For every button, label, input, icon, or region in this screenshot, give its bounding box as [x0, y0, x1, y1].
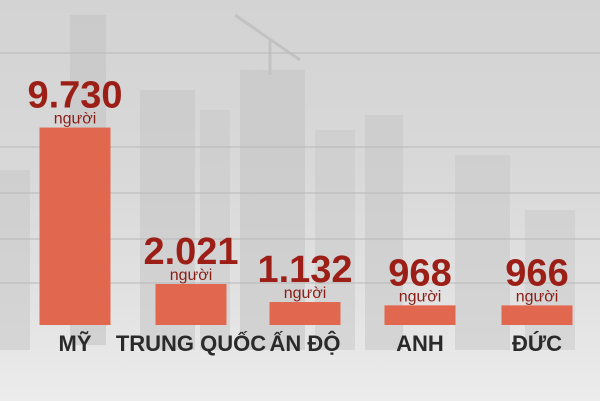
unit-label-0: người: [54, 111, 97, 128]
bar-3: [384, 305, 456, 325]
bar-1: [155, 283, 227, 325]
category-label-2: ẤN ĐỘ: [270, 331, 341, 356]
value-label-3: 968: [388, 252, 451, 294]
category-label-1: TRUNG QUỐC: [116, 330, 266, 356]
unit-label-1: người: [170, 267, 213, 284]
bar-4: [501, 305, 573, 325]
bar-2: [269, 302, 341, 325]
value-label-1: 2.021: [143, 231, 238, 273]
bar-0: [39, 127, 111, 326]
value-label-0: 9.730: [27, 75, 122, 117]
value-label-2: 1.132: [257, 249, 352, 291]
unit-label-2: người: [284, 285, 327, 302]
category-label-0: MỸ: [59, 331, 92, 356]
unit-label-4: người: [516, 288, 559, 305]
category-label-3: ANH: [396, 331, 444, 356]
bars-group: [39, 127, 573, 326]
unit-label-3: người: [399, 288, 442, 305]
value-label-4: 966: [505, 252, 568, 294]
category-label-4: ĐỨC: [512, 331, 562, 356]
